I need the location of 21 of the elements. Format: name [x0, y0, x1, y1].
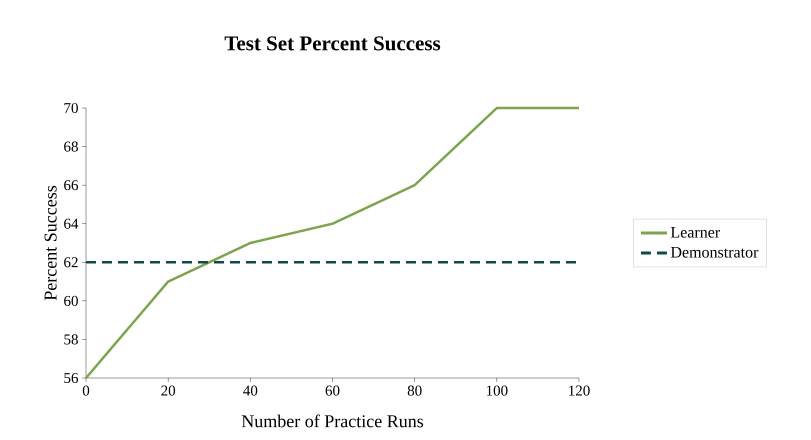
x-axis-title: Number of Practice Runs [242, 414, 424, 428]
y-tick-label: 70 [64, 102, 78, 114]
y-tick-label: 58 [64, 334, 78, 344]
x-tick-label: 80 [408, 386, 422, 396]
chart-title: Test Set Percent Success [224, 36, 440, 50]
x-tick-label: 100 [486, 386, 508, 396]
y-tick-label: 66 [64, 180, 78, 190]
legend-label: Demonstrator [670, 246, 758, 258]
y-tick-label: 56 [64, 372, 78, 384]
x-tick-label: 40 [243, 386, 258, 396]
x-tick-label: 20 [161, 386, 176, 396]
y-tick-label: 68 [64, 142, 78, 152]
x-tick-label: 60 [326, 386, 340, 396]
y-tick-label: 60 [64, 296, 78, 306]
line-series [84, 106, 580, 380]
x-tick-label: 0 [82, 386, 90, 396]
legend-label: Learner [670, 227, 720, 238]
y-tick-label: 62 [64, 257, 78, 268]
x-tick-label: 120 [569, 386, 590, 396]
y-tick-label: 64 [64, 218, 78, 229]
y-axis-title: Percent Success [44, 186, 57, 300]
